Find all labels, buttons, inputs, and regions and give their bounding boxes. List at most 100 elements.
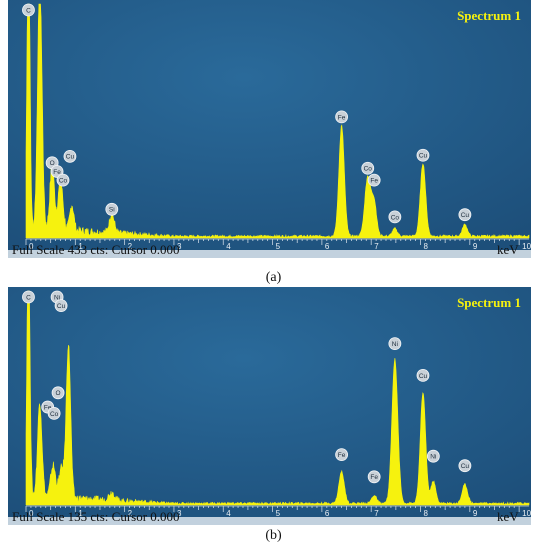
element-marker-label: Ni [54,294,60,301]
element-marker: Fe [367,470,381,484]
x-tick-label: 3 [177,509,182,518]
x-axis-label: keV [497,509,519,524]
spectrum-chart-a: 0 1 2 3 4 5 6 7 8 9 10 Full Scale 433 cts: Cursor 0… [8,0,531,258]
element-marker: Ni [426,449,440,463]
element-marker-label: Cu [461,212,470,219]
element-marker-label: Fe [338,114,346,121]
plot-background [8,287,531,525]
element-marker-dot [54,299,68,313]
element-marker-dot [416,148,430,162]
element-marker-label: O [56,390,61,397]
element-marker-dot [51,386,65,400]
element-marker: Co [361,161,375,175]
x-axis: 0 1 2 3 4 5 6 7 8 9 10 [25,238,531,251]
element-marker-dot [63,149,77,163]
x-tick-label: 5 [276,509,281,518]
element-marker: Cu [54,299,68,313]
element-marker-dot [335,448,349,462]
x-tick-label: 6 [325,509,330,518]
element-marker-dot [335,110,349,124]
x-tick-label: 7 [374,509,379,518]
element-marker-label: Cu [419,373,428,380]
status-text: Full Scale 135 cts: Cursor 0.000 [12,509,180,524]
element-marker: Co [388,210,402,224]
element-marker: Co [47,407,61,420]
element-marker-label: Co [364,166,373,173]
x-tick-label: 10 [522,242,531,251]
spectrum-title: Spectrum 1 [457,295,521,310]
element-marker-dot [47,407,61,420]
element-marker-dot [22,290,35,304]
plot-background [8,0,531,258]
x-axis-label: keV [497,242,519,257]
element-marker: Co [56,173,70,187]
x-tick-label: 6 [325,242,330,251]
spectrum-series [25,3,530,239]
element-marker-dot [426,449,440,463]
element-marker: Si [105,202,119,216]
element-marker-label: Co [50,411,59,418]
element-marker-dot [361,161,375,175]
element-marker-label: Fe [53,169,61,176]
element-marker: C [22,3,35,17]
element-marker-label: Cu [419,153,428,160]
spectrum-panel-a: 0 1 2 3 4 5 6 7 8 9 10 Full Scale 433 cts: Cursor 0… [8,0,531,258]
element-marker-label: Cu [57,303,66,310]
element-marker-label: O [50,160,55,167]
spectrum-title: Spectrum 1 [457,8,521,23]
element-marker-label: C [26,7,31,14]
element-marker-dot [22,3,35,17]
caption-a: (a) [265,270,282,285]
element-marker: Fe [367,173,381,187]
element-marker: Cu [458,208,472,222]
x-tick-label: 3 [177,242,182,251]
element-marker-dot [458,459,472,473]
element-marker-label: Ni [430,454,436,461]
caption-b: (b) [265,528,282,543]
element-marker: O [51,386,65,400]
element-marker: Fe [335,448,349,462]
element-marker-label: Si [109,207,115,214]
element-marker: C [22,290,35,304]
element-marker-dot [416,368,430,382]
element-marker-label: Cu [66,154,75,161]
element-marker: Cu [458,459,472,473]
status-bar [8,250,531,258]
element-marker-label: Cu [461,463,470,470]
element-marker-dot [56,173,70,187]
element-marker: Cu [416,368,430,382]
element-marker: Ni [388,337,402,351]
spectrum-series [25,290,530,506]
element-marker-dot [388,337,402,351]
x-tick-label: 4 [226,242,231,251]
x-tick-label: 10 [522,509,531,518]
status-bar [8,517,531,525]
element-marker: Cu [416,148,430,162]
x-tick-label: 7 [374,242,379,251]
x-tick-label: 2 [128,242,133,251]
x-tick-label: 9 [473,509,478,518]
status-text: Full Scale 433 cts: Cursor 0.000 [12,242,180,257]
x-tick-label: 4 [226,509,231,518]
element-marker-dot [367,470,381,484]
element-marker: Fe [335,110,349,124]
x-tick-label: 1 [78,509,83,518]
x-tick-label: 5 [276,242,281,251]
element-marker: Cu [63,149,77,163]
x-tick-label: 8 [424,509,429,518]
element-marker-label: Co [391,214,400,221]
x-tick-label: 2 [128,509,133,518]
x-tick-label: 9 [473,242,478,251]
x-tick-label: 0 [29,509,34,518]
element-marker-label: Fe [370,178,378,185]
element-marker-label: Fe [338,452,346,459]
x-tick-label: 8 [424,242,429,251]
element-marker-dot [367,173,381,187]
element-marker-dot [105,202,119,216]
element-marker-dot [458,208,472,222]
element-marker-dot [388,210,402,224]
x-tick-label: 0 [29,242,34,251]
spectrum-panel-b: 0 1 2 3 4 5 6 7 8 9 10 Full Scale 135 cts: Cursor 0… [8,287,531,545]
element-marker-label: Ni [392,341,398,348]
